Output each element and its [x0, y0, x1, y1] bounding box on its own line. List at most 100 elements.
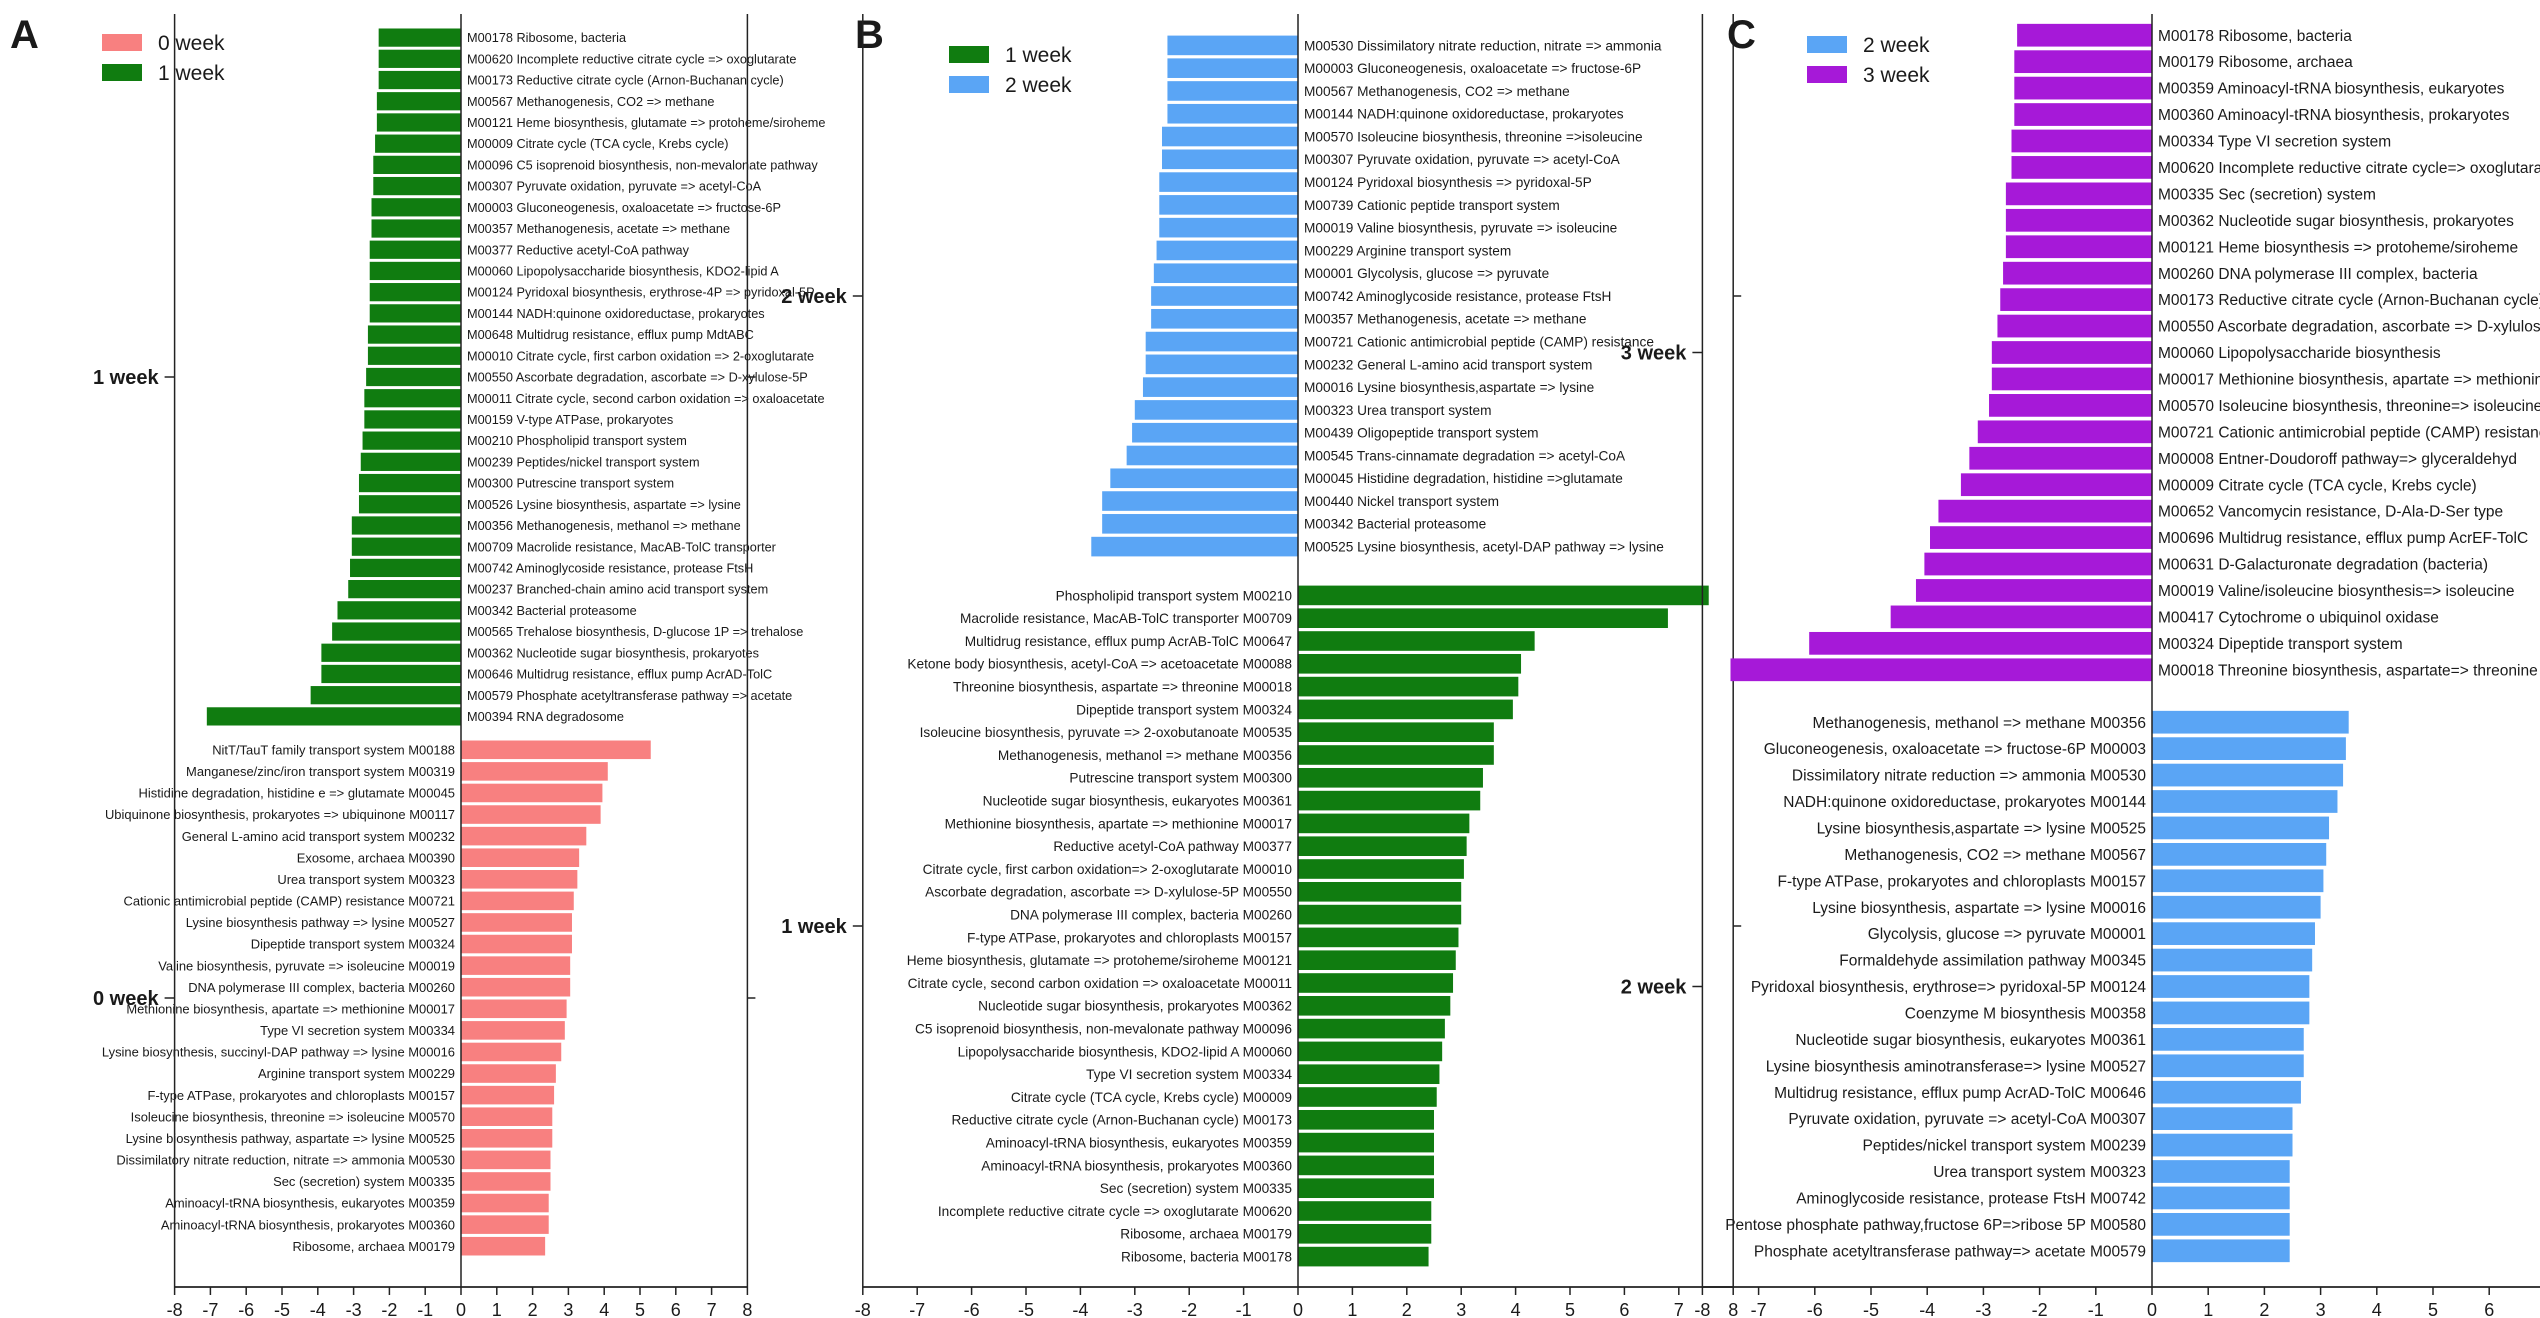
bar-label: M00232 General L-amino acid transport sy…	[1304, 357, 1592, 372]
x-tick-label: -3	[1127, 1300, 1143, 1318]
legend-label: 1 week	[1005, 44, 1072, 67]
bar	[1167, 81, 1298, 101]
bar-label: Urea transport system M00323	[1933, 1164, 2146, 1181]
bar	[1298, 1018, 1445, 1039]
bar-label: M00178 Ribosome, bacteria	[467, 30, 627, 45]
bar	[337, 601, 461, 620]
bar	[1110, 468, 1298, 489]
bar	[1298, 631, 1535, 651]
x-tick-label: -5	[274, 1300, 290, 1318]
bar-label: M00526 Lysine biosynthesis, aspartate =>…	[467, 497, 741, 512]
bar-label: DNA polymerase III complex, bacteria M00…	[188, 980, 455, 995]
x-tick-label: -1	[417, 1300, 433, 1318]
bar-label: M00003 Gluconeogenesis, oxaloacetate => …	[1304, 61, 1641, 76]
bar-label: M00550 Ascorbate degradation, ascorbate …	[467, 370, 808, 385]
bar-label: Sec (secretion) system M00335	[273, 1174, 455, 1189]
bar-label: Aminoacyl-tRNA biosynthesis, eukaryotes …	[986, 1136, 1292, 1151]
x-tick-label: 8	[1728, 1300, 1738, 1318]
bar	[378, 28, 461, 47]
bar-label: Methanogenesis, methanol => methane M003…	[998, 748, 1292, 763]
bar	[2152, 842, 2327, 866]
bar	[1298, 1246, 1429, 1267]
bar-label: Isoleucine biosynthesis, pyruvate => 2-o…	[920, 725, 1293, 740]
bar-label: M00377 Reductive acetyl-CoA pathway	[467, 242, 690, 257]
bar	[376, 113, 461, 132]
bar	[1730, 658, 2152, 682]
bar-label: Pyridoxal biosynthesis, erythrose=> pyri…	[1751, 979, 2147, 996]
bar	[461, 826, 587, 846]
bar-label: M00121 Heme biosynthesis, glutamate => p…	[467, 115, 825, 130]
bar	[1298, 927, 1459, 948]
bar-label: M00579 Phosphate acetyltransferase pathw…	[467, 688, 792, 703]
legend-label: 2 week	[1005, 74, 1072, 97]
bar-label: Methionine biosynthesis, apartate => met…	[126, 1001, 455, 1016]
bar-label: Urea transport system M00323	[277, 872, 455, 887]
bar	[206, 707, 461, 726]
bar	[358, 495, 461, 514]
x-tick-label: -4	[1919, 1300, 1935, 1318]
bar	[321, 643, 461, 662]
bar	[2152, 948, 2313, 972]
bar	[1153, 263, 1298, 284]
bar-label: M00362 Nucleotide sugar biosynthesis, pr…	[467, 645, 759, 660]
bar	[1915, 579, 2152, 602]
bar-label: Ribosome, archaea M00179	[1120, 1227, 1292, 1242]
bar-label: Lysine biosynthesis,aspartate => lysine …	[1817, 821, 2146, 838]
bar	[360, 452, 461, 471]
bar	[1298, 1109, 1434, 1130]
bar	[358, 473, 461, 493]
bar	[2003, 261, 2152, 285]
bar	[1298, 1041, 1443, 1062]
bar	[367, 325, 461, 344]
bar	[332, 622, 461, 641]
bar-label: M00530 Dissimilatory nitrate reduction, …	[1304, 38, 1662, 53]
bar-label: M00016 Lysine biosynthesis,aspartate => …	[1304, 380, 1594, 395]
bar-label: F-type ATPase, prokaryotes and chloropla…	[147, 1088, 455, 1103]
bar-label: Multidrug resistance, efflux pump AcrAB-…	[965, 634, 1292, 649]
bar-label: M00631 D-Galacturonate degradation (bact…	[2158, 557, 2488, 574]
x-tick-label: -1	[1236, 1300, 1252, 1318]
bar-label: Aminoacyl-tRNA biosynthesis, prokaryotes…	[981, 1158, 1292, 1173]
bar	[351, 516, 461, 535]
bar-label: Heme biosynthesis, glutamate => protohem…	[907, 953, 1292, 968]
bar-label: M00565 Trehalose biosynthesis, D-glucose…	[467, 624, 803, 639]
bar-label: M00239 Peptides/nickel transport system	[467, 454, 700, 469]
bar-label: Lipopolysaccharide biosynthesis, KDO2-li…	[958, 1044, 1293, 1059]
bar-label: Putrescine transport system M00300	[1069, 771, 1292, 786]
x-tick-label: -4	[1072, 1300, 1088, 1318]
bar	[2152, 1239, 2290, 1263]
legend-swatch	[102, 34, 142, 51]
bar	[1969, 446, 2152, 470]
bar	[369, 261, 461, 281]
x-tick-label: 6	[2484, 1300, 2494, 1318]
x-tick-label: -3	[1975, 1300, 1991, 1318]
bar-label: M00096 C5 isoprenoid biosynthesis, non-m…	[467, 157, 818, 172]
bar	[461, 740, 651, 760]
x-tick-label: -7	[202, 1300, 218, 1318]
bar	[461, 913, 572, 932]
bar	[461, 1150, 551, 1170]
bar-label: M00545 Trans-cinnamate degradation => ac…	[1304, 448, 1626, 463]
bar-label: Aminoacyl-tRNA biosynthesis, prokaryotes…	[161, 1217, 455, 1232]
bar-label: M00017 Methionine biosynthesis, apartate…	[2158, 372, 2540, 389]
bar-label: M00357 Methanogenesis, acetate => methan…	[467, 221, 730, 236]
bar	[2152, 1186, 2290, 1210]
bar	[461, 848, 580, 867]
bar-label: Methionine biosynthesis, apartate => met…	[945, 816, 1292, 831]
bar	[2005, 235, 2152, 259]
legend-label: 2 week	[1863, 34, 1930, 57]
bar	[1167, 58, 1298, 78]
bar-label: M00159 V-type ATPase, prokaryotes	[467, 412, 673, 427]
bar	[375, 134, 461, 153]
bar	[461, 1042, 562, 1062]
x-tick-label: 4	[599, 1300, 609, 1318]
group-label: 1 week	[781, 916, 847, 938]
bar	[1142, 377, 1298, 397]
bar	[351, 537, 461, 556]
bar	[376, 92, 461, 111]
bar-label: M00045 Histidine degradation, histidine …	[1304, 471, 1623, 486]
bar-label: M00210 Phospholipid transport system	[467, 433, 687, 448]
bar-label: Valine biosynthesis, pyruvate => isoleuc…	[158, 958, 455, 973]
legend-swatch	[1807, 36, 1847, 53]
bar	[461, 999, 567, 1019]
